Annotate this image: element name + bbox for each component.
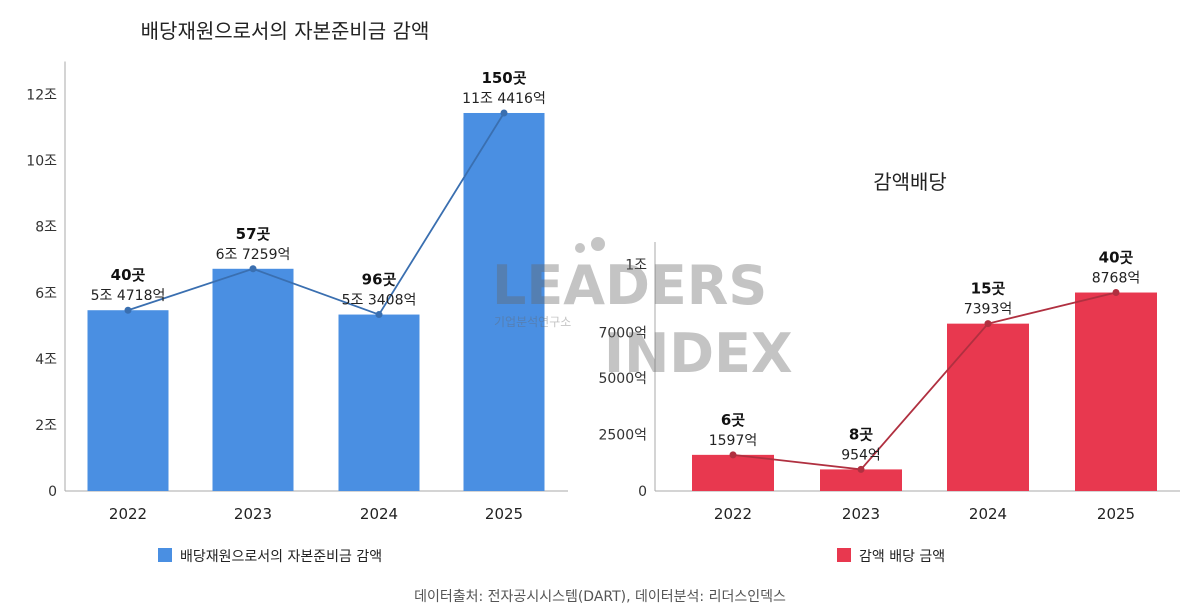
left-x-tick-label: 2025: [485, 505, 523, 523]
left-trend-point: [375, 311, 383, 319]
left-bar: [338, 314, 420, 491]
left-y-tick-label: 8조: [35, 220, 57, 236]
left-y-tick-label: 0: [48, 484, 57, 500]
right-chart-title: 감액배당: [873, 170, 947, 194]
left-bar: [463, 112, 545, 492]
right-bar: [692, 454, 774, 491]
right-value-label: 7393억: [964, 302, 1013, 318]
leaders-index-watermark: LEADERS 기업분석연구소 INDEX: [492, 237, 793, 385]
right-bar: [947, 323, 1029, 491]
right-bar: [820, 469, 902, 491]
right-x-tick-label: 2024: [969, 505, 1007, 523]
left-bar: [87, 310, 169, 491]
right-trend-point: [984, 320, 992, 328]
watermark-line1: LEADERS: [492, 254, 767, 317]
left-y-tick-label: 6조: [35, 286, 57, 302]
right-trend-point: [1112, 289, 1120, 297]
left-value-label: 5조 3408억: [342, 293, 417, 309]
watermark-line2: INDEX: [604, 322, 793, 385]
left-chart-marks: 5조 4718억 40곳 6조 7259억 57곳 5조 3408억 96곳 11조 441…: [87, 69, 546, 492]
right-trend-point: [729, 451, 737, 459]
left-count-label: 150곳: [481, 69, 526, 87]
right-y-tick-label: 2500억: [598, 427, 647, 443]
left-y-tick-label: 10조: [26, 154, 57, 170]
right-x-tick-label: 2025: [1097, 505, 1135, 523]
right-x-tick-label: 2023: [842, 505, 880, 523]
left-count-label: 57곳: [236, 225, 271, 243]
left-legend-swatch: [158, 548, 172, 562]
left-count-label: 96곳: [362, 271, 397, 289]
left-trend-point: [249, 265, 257, 273]
right-trend-point: [857, 465, 865, 473]
right-y-tick-label: 7000억: [598, 326, 647, 342]
right-legend-label: 감액 배당 금액: [859, 549, 945, 565]
left-chart-title: 배당재원으로서의 자본준비금 감액: [141, 19, 430, 43]
left-trend-line: [127, 112, 505, 316]
left-x-tick-label: 2022: [109, 505, 147, 523]
right-y-tick-label: 5000억: [598, 371, 647, 387]
right-value-label: 954억: [841, 447, 881, 463]
left-bar: [212, 268, 294, 491]
left-value-label: 6조 7259억: [216, 247, 291, 263]
left-trend-point: [500, 109, 508, 117]
right-legend: 감액 배당 금액: [837, 548, 945, 565]
watermark-sub: 기업분석연구소: [494, 315, 571, 329]
left-value-label: 11조 4416억: [462, 91, 546, 107]
left-y-tick-label: 2조: [35, 418, 57, 434]
data-source-note: 데이터출처: 전자공시시스템(DART), 데이터분석: 리더스인덱스: [414, 589, 786, 605]
left-y-tick-label: 12조: [26, 88, 57, 104]
right-x-tick-label: 2022: [714, 505, 752, 523]
right-count-label: 6곳: [721, 411, 745, 429]
left-x-tick-label: 2023: [234, 505, 272, 523]
right-bar: [1075, 292, 1157, 491]
left-x-tick-label: 2024: [360, 505, 398, 523]
left-chart-axes: 0 2조 4조 6조 8조 10조 12조 2022 2023 2024 2025: [26, 61, 568, 523]
right-y-tick-label: 1조: [625, 258, 647, 274]
right-y-tick-label: 0: [638, 484, 647, 500]
left-count-label: 40곳: [111, 266, 146, 284]
right-count-label: 40곳: [1099, 249, 1134, 267]
right-chart-marks: 1597억 6곳 954억 8곳 7393억 15곳 8768억 40곳: [692, 249, 1157, 491]
left-trend-point: [124, 306, 132, 314]
right-value-label: 8768억: [1092, 271, 1141, 287]
left-y-tick-label: 4조: [35, 352, 57, 368]
right-count-label: 8곳: [849, 425, 873, 443]
left-legend: 배당재원으로서의 자본준비금 감액: [158, 548, 382, 565]
right-trend-line: [732, 291, 1117, 471]
left-value-label: 5조 4718억: [91, 288, 166, 304]
right-legend-swatch: [837, 548, 851, 562]
right-count-label: 15곳: [971, 280, 1006, 298]
right-value-label: 1597억: [709, 433, 758, 449]
left-legend-label: 배당재원으로서의 자본준비금 감액: [180, 549, 382, 565]
